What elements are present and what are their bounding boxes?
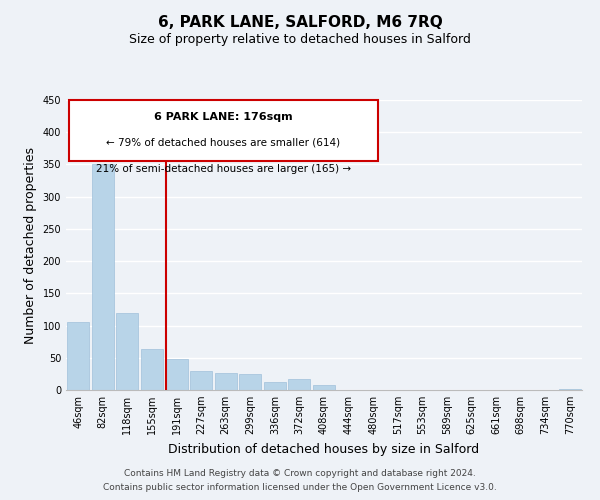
Bar: [313, 385, 335, 390]
Bar: [264, 382, 286, 390]
Bar: [116, 312, 139, 390]
Bar: [190, 370, 212, 390]
Bar: [67, 322, 89, 390]
Bar: [289, 379, 310, 390]
Bar: [141, 350, 163, 390]
Bar: [92, 164, 114, 390]
Bar: [166, 359, 188, 390]
Bar: [559, 388, 581, 390]
Text: 21% of semi-detached houses are larger (165) →: 21% of semi-detached houses are larger (…: [96, 164, 351, 174]
FancyBboxPatch shape: [68, 100, 378, 161]
Y-axis label: Number of detached properties: Number of detached properties: [24, 146, 37, 344]
Text: 6 PARK LANE: 176sqm: 6 PARK LANE: 176sqm: [154, 112, 293, 122]
Bar: [215, 373, 237, 390]
Text: ← 79% of detached houses are smaller (614): ← 79% of detached houses are smaller (61…: [106, 138, 340, 147]
X-axis label: Distribution of detached houses by size in Salford: Distribution of detached houses by size …: [169, 442, 479, 456]
Bar: [239, 374, 262, 390]
Text: Contains HM Land Registry data © Crown copyright and database right 2024.: Contains HM Land Registry data © Crown c…: [124, 468, 476, 477]
Text: Size of property relative to detached houses in Salford: Size of property relative to detached ho…: [129, 32, 471, 46]
Text: 6, PARK LANE, SALFORD, M6 7RQ: 6, PARK LANE, SALFORD, M6 7RQ: [158, 15, 442, 30]
Text: Contains public sector information licensed under the Open Government Licence v3: Contains public sector information licen…: [103, 484, 497, 492]
